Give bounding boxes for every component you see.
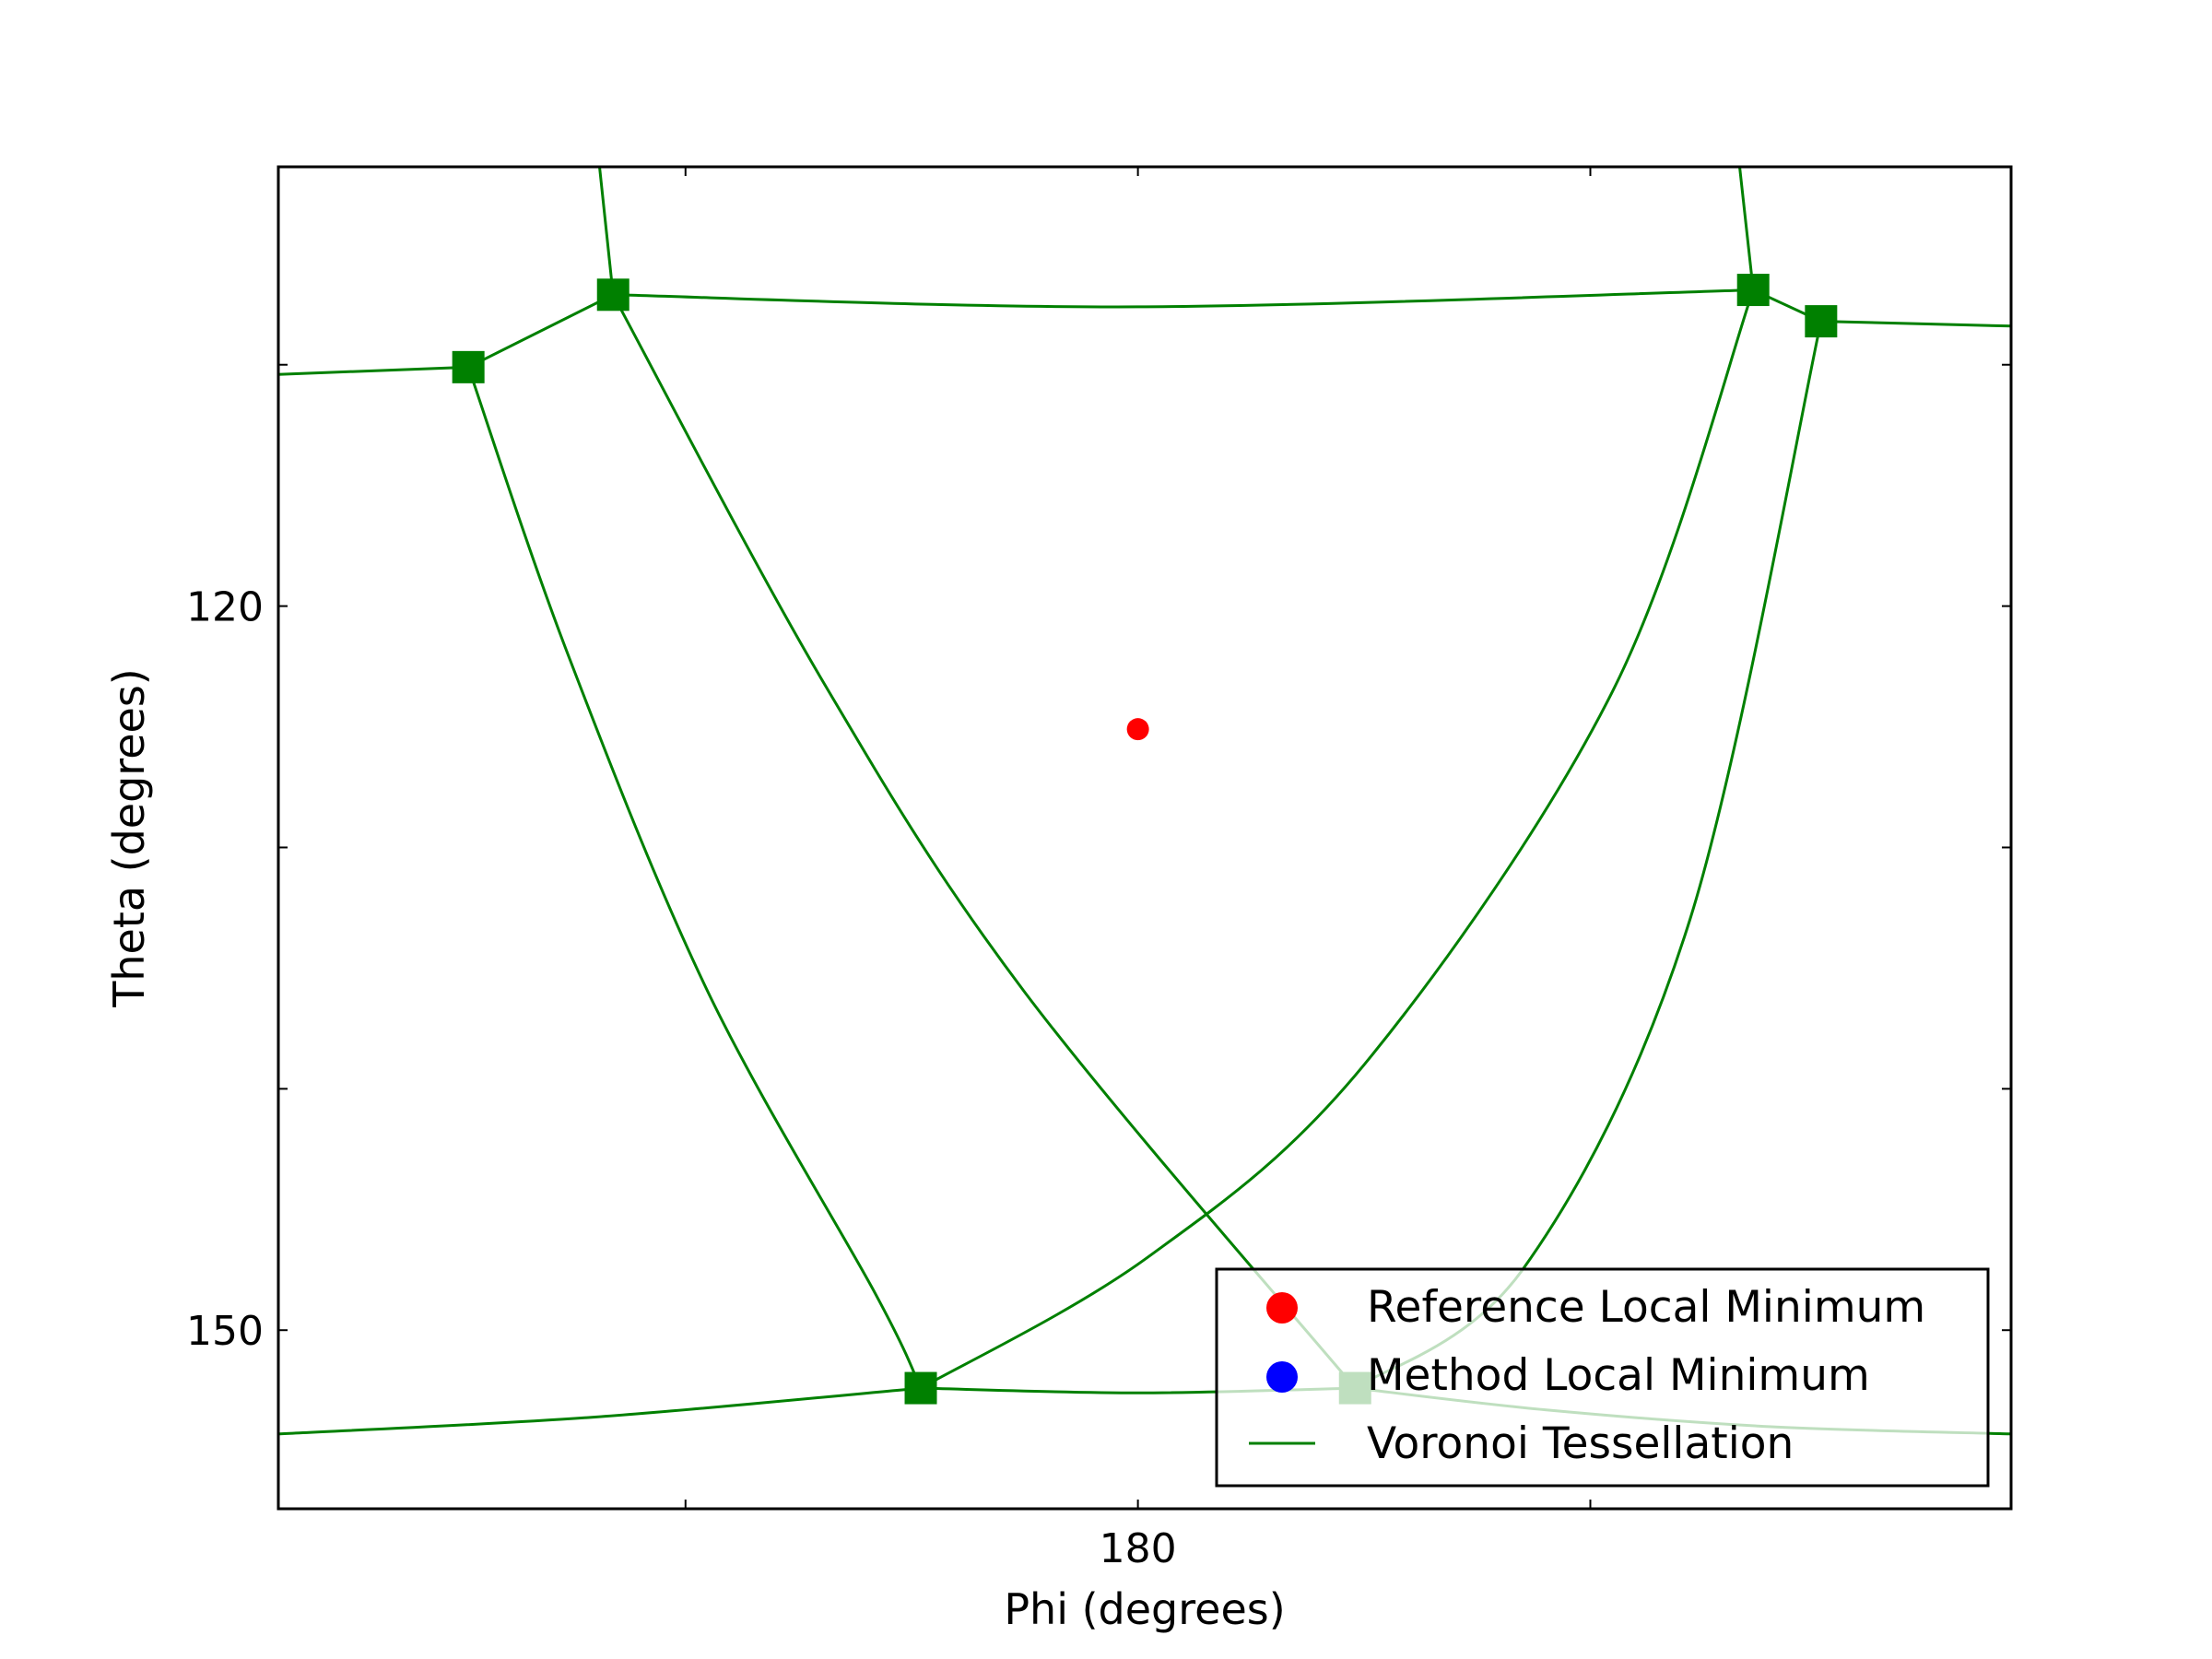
voronoi-vertices	[452, 274, 1838, 1405]
y-tick-label-4: 150	[186, 1308, 264, 1355]
legend-marker-reference	[1266, 1292, 1298, 1324]
plot-frame	[276, 165, 2013, 1511]
y-axis-label: Theta (degrees)	[104, 668, 154, 1007]
voronoi-edge-1	[467, 293, 614, 369]
axis-tick-labels: 180 120 150	[186, 584, 1177, 1572]
voronoi-edges	[278, 167, 2011, 1436]
reference-points	[1126, 718, 1149, 741]
voronoi-vertex-2	[904, 1371, 937, 1405]
voronoi-edge-9	[920, 289, 1755, 1390]
voronoi-vertex-5	[1805, 305, 1838, 338]
y-tick-label-1: 120	[186, 584, 264, 631]
voronoi-edge-7	[466, 366, 923, 1389]
voronoi-edge-0	[278, 365, 469, 376]
voronoi-vertex-0	[452, 350, 485, 383]
legend-label-voronoi: Voronoi Tessellation	[1367, 1418, 1794, 1469]
voronoi-vertex-1	[596, 278, 629, 312]
voronoi-edge-5	[598, 167, 615, 295]
legend-marker-method	[1266, 1361, 1298, 1393]
legend-label-reference: Reference Local Minimum	[1367, 1282, 1925, 1333]
axis-ticks	[278, 167, 2011, 1509]
voronoi-vertex-4	[1736, 274, 1770, 307]
legend-label-method: Method Local Minimum	[1367, 1350, 1870, 1401]
voronoi-edge-6	[1738, 167, 1755, 290]
x-tick-label-1: 180	[1100, 1525, 1177, 1572]
legend: Reference Local Minimum Method Local Min…	[1215, 1267, 1990, 1488]
voronoi-edge-11	[278, 1386, 922, 1436]
reference-minimum-point	[1126, 718, 1149, 741]
voronoi-edge-4	[1820, 320, 2011, 328]
x-axis-label: Phi (degrees)	[1004, 1584, 1285, 1634]
voronoi-edge-8	[611, 294, 1357, 1390]
voronoi-edge-2	[613, 288, 1754, 309]
legend-frame	[1215, 1267, 1990, 1488]
